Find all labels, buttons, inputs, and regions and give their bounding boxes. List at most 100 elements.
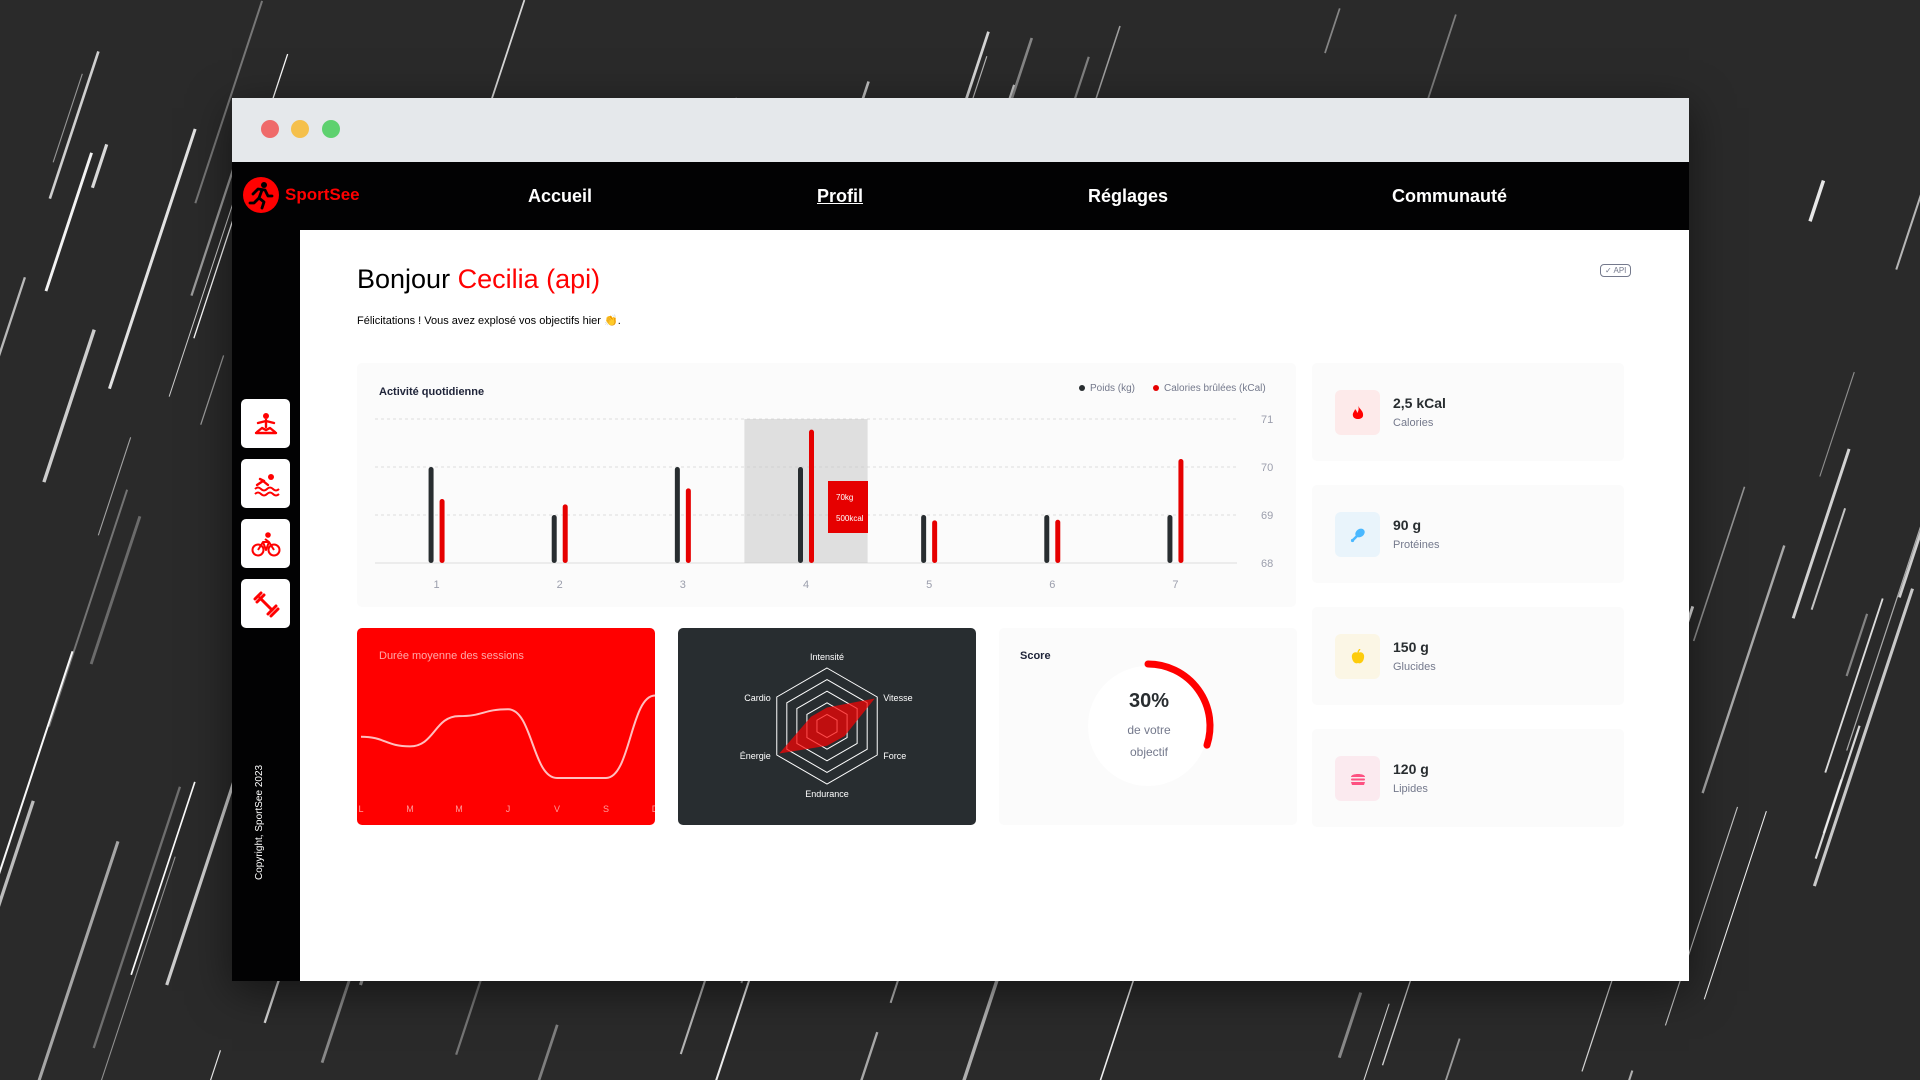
y-tick-label: 68 — [1261, 558, 1273, 570]
weight-bar — [428, 467, 434, 563]
background-streak — [1337, 992, 1363, 1059]
logo[interactable]: SportSee — [242, 176, 360, 214]
x-tick-label: 5 — [926, 579, 932, 591]
kpi-value: 2,5 kCal — [1393, 395, 1446, 411]
background-streak — [1701, 545, 1786, 794]
background-streak — [1363, 1003, 1390, 1080]
background-streak — [1812, 588, 1914, 887]
weight-bar — [674, 467, 680, 563]
score-caption: de votre objectif — [1127, 723, 1171, 759]
calories-bar — [809, 429, 814, 563]
background-streak — [0, 800, 35, 907]
kpi-label: Calories — [1393, 417, 1434, 429]
minimize-window-button[interactable] — [291, 120, 309, 138]
apple-icon — [1351, 648, 1364, 663]
legend-calories: Calories brûlées (kCal) — [1153, 383, 1266, 394]
background-streak — [1810, 508, 1847, 611]
window-titlebar — [232, 98, 1689, 162]
radar-value-area — [779, 698, 875, 754]
background-streak — [1895, 194, 1920, 270]
browser-window: SportSee Accueil Profil Réglages Communa… — [232, 98, 1689, 981]
congratulations-message: Félicitations ! Vous avez explosé vos ob… — [357, 315, 621, 327]
kpi-value: 120 g — [1393, 761, 1429, 777]
performance-radar-chart: Intensité Vitesse Force Endurance Énergie Car… — [740, 652, 913, 799]
background-streak — [48, 51, 100, 200]
nav-link-accueil[interactable]: Accueil — [528, 186, 593, 206]
nav-link-reglages[interactable]: Réglages — [1088, 186, 1169, 206]
background-streak — [1664, 806, 1739, 1026]
calories-bar — [1055, 519, 1061, 563]
score-label: 30% de votre objectif — [1099, 690, 1199, 763]
activity-chart-title: Activité quotidienne — [379, 386, 485, 398]
chicken-leg-icon — [1350, 528, 1365, 542]
day-label: J — [506, 804, 511, 814]
background-streak — [48, 489, 129, 727]
score-card: Score 30% de votre objectif — [999, 628, 1297, 825]
score-title: Score — [1020, 650, 1051, 662]
day-label: D — [652, 804, 655, 814]
y-tick-label: 69 — [1261, 510, 1273, 522]
background-streak — [90, 143, 109, 189]
y-tick-label: 71 — [1261, 414, 1273, 426]
score-arc — [1144, 660, 1214, 749]
background-streak — [92, 786, 182, 1049]
weights-button[interactable] — [241, 579, 290, 628]
x-tick-label: 4 — [803, 579, 809, 591]
cycling-button[interactable] — [241, 519, 290, 568]
day-label: V — [554, 804, 560, 814]
brand-name: SportSee — [285, 185, 360, 204]
kpi-icon-box — [1335, 634, 1380, 679]
greeting-text: Bonjour — [357, 264, 451, 294]
cycling-icon — [251, 531, 280, 556]
radar-axis-label: Cardio — [744, 693, 771, 703]
daily-activity-card: Activité quotidienne Poids (kg) Calories… — [357, 363, 1296, 607]
background-streak — [52, 73, 83, 163]
legend-weight: Poids (kg) — [1079, 383, 1135, 394]
calories-bar — [1178, 459, 1184, 563]
average-sessions-chart[interactable]: LMMJVSD — [357, 628, 655, 825]
sessions-line — [360, 694, 655, 779]
runner-logo-icon — [243, 177, 279, 213]
x-tick-label: 7 — [1172, 579, 1178, 591]
background-streak — [0, 650, 74, 875]
background-streak — [1324, 8, 1341, 54]
activity-tooltip: 70kg 500kcal — [828, 481, 868, 533]
page-title: Bonjour Cecilia (api) — [357, 264, 600, 295]
nav-link-communaute[interactable]: Communauté — [1392, 186, 1508, 206]
background-streak — [97, 437, 132, 536]
tooltip-box — [828, 481, 868, 533]
background-streak — [210, 1050, 222, 1080]
background-streak — [44, 152, 93, 292]
calories-bar — [685, 488, 691, 563]
background-streak — [42, 329, 96, 483]
flame-icon — [1352, 404, 1363, 419]
main-content: Bonjour Cecilia (api) Félicitations ! Vo… — [300, 230, 1689, 981]
nav-link-profil[interactable]: Profil — [817, 186, 864, 206]
kpi-card-carbs: 150 g Glucides — [1312, 607, 1624, 705]
kpi-card-proteins: 90 g Protéines — [1312, 485, 1624, 583]
weight-bar — [921, 515, 927, 563]
background-streak — [37, 840, 120, 1080]
kpi-icon-box — [1335, 756, 1380, 801]
background-streak — [1846, 526, 1920, 751]
yoga-button[interactable] — [241, 399, 290, 448]
x-tick-label: 3 — [680, 579, 686, 591]
tooltip-weight: 70kg — [836, 493, 853, 502]
swimming-button[interactable] — [241, 459, 290, 508]
kpi-card-lipids: 120 g Lipides — [1312, 729, 1624, 827]
score-gauge — [1088, 660, 1214, 786]
day-label: M — [406, 804, 414, 814]
background-streak — [1808, 179, 1826, 222]
x-tick-label: 2 — [557, 579, 563, 591]
api-status-badge[interactable]: ✓ API — [1600, 264, 1632, 277]
maximize-window-button[interactable] — [322, 120, 340, 138]
background-streak — [108, 128, 197, 390]
close-window-button[interactable] — [261, 120, 279, 138]
score-inner-circle — [1088, 666, 1208, 786]
background-streak — [194, 0, 264, 204]
radar-axis-label: Vitesse — [883, 693, 912, 703]
kpi-value: 150 g — [1393, 639, 1429, 655]
daily-activity-chart[interactable]: 68 69 70 71 1 2 3 4 70kg 500kcal 5 6 7 — [357, 363, 1296, 607]
kpi-value: 90 g — [1393, 517, 1422, 533]
sessions-chart-title: Durée moyenne des sessions — [379, 650, 524, 662]
